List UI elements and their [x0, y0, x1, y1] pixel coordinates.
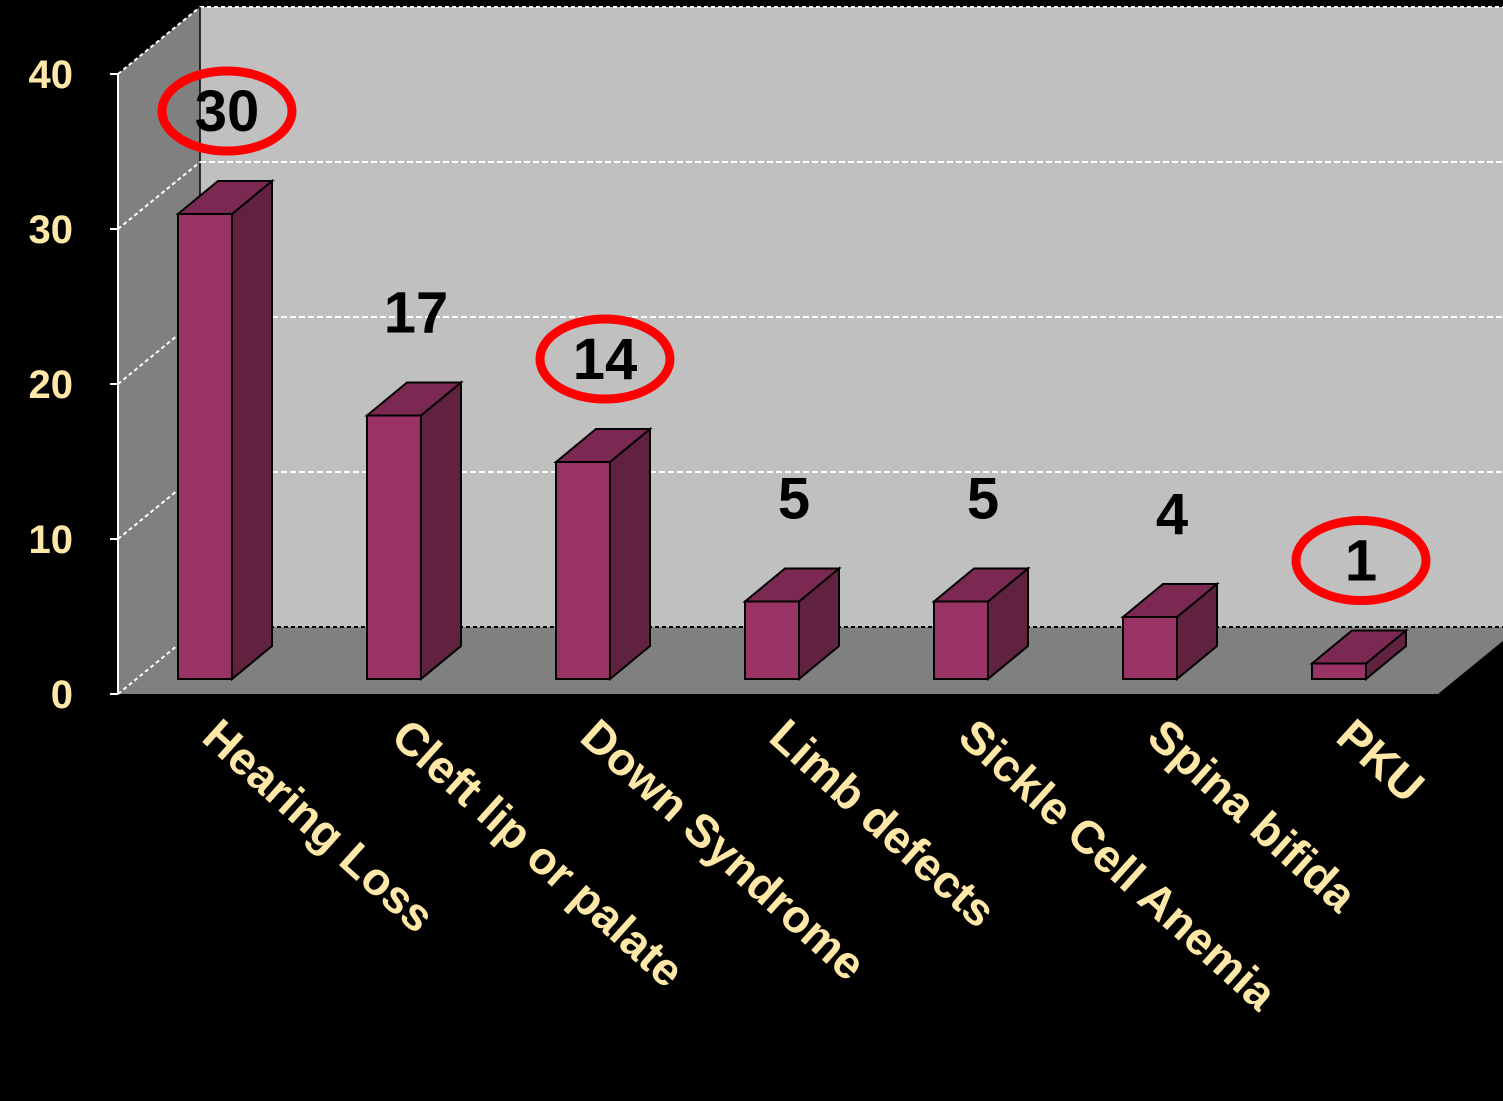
data-label: 14 — [573, 327, 638, 392]
highlight-circle — [535, 314, 675, 404]
data-label: 4 — [1156, 482, 1188, 547]
y-tick-label: 10 — [29, 518, 74, 562]
y-axis: 0 10 20 30 40 — [29, 53, 119, 717]
highlight-circles — [157, 66, 1431, 605]
bar-side — [609, 426, 651, 682]
y-tick-label: 20 — [29, 363, 74, 407]
bar — [555, 461, 611, 680]
wall-top-edge — [117, 6, 201, 75]
highlight-circle — [157, 66, 297, 156]
data-label: 1 — [1345, 529, 1377, 594]
highlight-circle — [1291, 516, 1431, 605]
data-label: 5 — [778, 467, 810, 532]
gridline-side — [117, 161, 201, 230]
gridlines — [117, 161, 1503, 540]
data-label: 30 — [195, 79, 260, 144]
bar — [1311, 662, 1367, 680]
category-label: Sickle Cell Anemia — [949, 709, 1287, 1021]
bar — [366, 414, 422, 680]
bar — [177, 213, 233, 680]
bar-side — [420, 380, 462, 682]
category-label: PKU — [1327, 709, 1434, 813]
bar-side — [231, 178, 273, 682]
y-tick-label: 0 — [51, 673, 73, 717]
bar — [1122, 616, 1178, 680]
data-labels: 30 17 14 5 5 4 1 — [195, 79, 1377, 594]
gridline-side — [117, 471, 201, 540]
y-tick-label: 40 — [29, 53, 74, 97]
gridline-side — [117, 316, 201, 385]
data-label: 17 — [384, 281, 449, 346]
bars — [175, 178, 1409, 682]
bar — [933, 600, 989, 680]
bar — [744, 600, 800, 680]
data-label: 5 — [967, 467, 999, 532]
y-tick-label: 30 — [29, 208, 74, 252]
floor-edge — [117, 626, 201, 695]
